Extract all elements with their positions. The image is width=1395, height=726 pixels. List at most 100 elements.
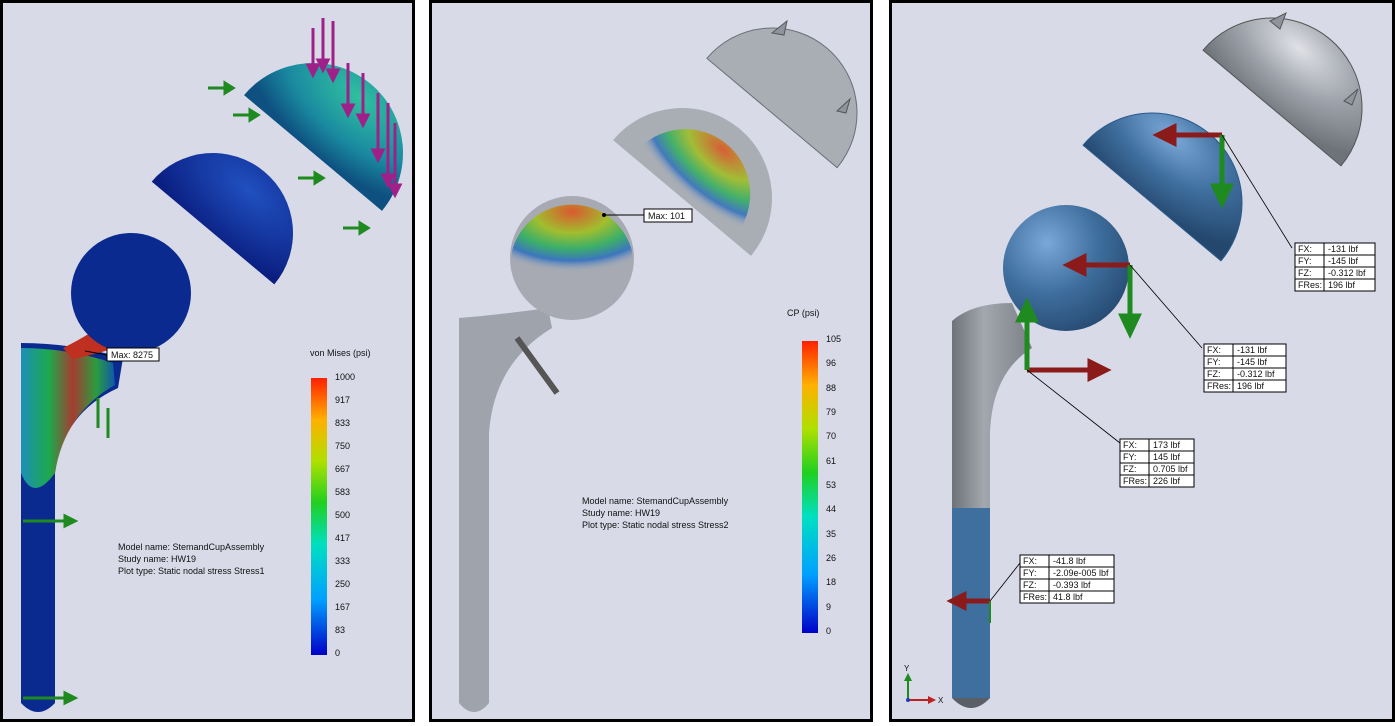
legend-tick: 35 <box>826 529 836 539</box>
cup-spikes <box>770 19 851 114</box>
force-plot-canvas: FX: -131 lbf FY: -145 lbf FZ: -0.312 lbf… <box>904 3 1392 708</box>
stress-plot-canvas: Max: 8275 Model name: StemandCupAssembly… <box>21 18 403 712</box>
force-value: 196 lbf <box>1328 280 1356 290</box>
plot-type-text: Plot type: Static nodal stress Stress1 <box>118 566 265 576</box>
legend-ticks: 105 96 88 79 70 61 53 44 35 26 18 9 0 <box>826 334 841 636</box>
force-label: FZ: <box>1298 268 1312 278</box>
x-axis-label: X <box>938 696 944 705</box>
max-pressure-text: Max: 101 <box>648 211 685 221</box>
femoral-stem-part[interactable] <box>459 308 560 712</box>
force-table-cup: FX: -131 lbf FY: -145 lbf FZ: -0.312 lbf… <box>1294 242 1376 292</box>
force-value: 226 lbf <box>1153 476 1181 486</box>
free-body-force-panel: FX: -131 lbf FY: -145 lbf FZ: -0.312 lbf… <box>889 0 1395 722</box>
force-label: FRes: <box>1023 592 1047 602</box>
model-name-text: Model name: StemandCupAssembly <box>118 542 265 552</box>
force-value: -131 lbf <box>1237 345 1268 355</box>
y-axis-label: Y <box>904 664 910 673</box>
force-value: 41.8 lbf <box>1053 592 1083 602</box>
acetabular-cup-part[interactable] <box>1202 3 1392 167</box>
force-value: 196 lbf <box>1237 381 1265 391</box>
study-name-text: Study name: HW19 <box>582 508 660 518</box>
force-arrows-red <box>946 122 1222 612</box>
plot-type-text: Plot type: Static nodal stress Stress2 <box>582 520 729 530</box>
force-value: -41.8 lbf <box>1053 556 1086 566</box>
axis-triad-icon: Y X <box>904 664 944 705</box>
legend-tick: 417 <box>335 533 350 543</box>
force-table-head: FX: 173 lbf FY: 145 lbf FZ: 0.705 lbf FR… <box>1119 438 1195 488</box>
legend-tick: 44 <box>826 504 836 514</box>
max-stress-text: Max: 8275 <box>111 350 153 360</box>
force-label: FY: <box>1023 568 1037 578</box>
leader-lines <box>989 134 1293 602</box>
legend-tick: 88 <box>826 383 836 393</box>
legend-title: CP (psi) <box>787 308 819 318</box>
femoral-stem-part[interactable] <box>21 323 123 712</box>
legend-tick: 96 <box>826 358 836 368</box>
legend-tick: 750 <box>335 441 350 451</box>
max-pressure-label <box>643 208 693 223</box>
legend-tick: 9 <box>826 602 831 612</box>
legend-tick: 83 <box>335 625 345 635</box>
legend-title: von Mises (psi) <box>310 348 371 358</box>
legend-tick: 79 <box>826 407 836 417</box>
force-label: FY: <box>1123 452 1137 462</box>
legend-tick: 26 <box>826 553 836 563</box>
force-label: FRes: <box>1207 381 1231 391</box>
legend-tick: 167 <box>335 602 350 612</box>
contact-pressure-panel: Max: 101 Model name: StemandCupAssembly … <box>429 0 873 722</box>
force-label: FY: <box>1207 357 1221 367</box>
force-value: -2.09e-005 lbf <box>1053 568 1109 578</box>
legend-tick: 833 <box>335 418 350 428</box>
legend-tick: 0 <box>826 626 831 636</box>
force-label: FX: <box>1023 556 1037 566</box>
legend-tick: 500 <box>335 510 350 520</box>
force-value: 145 lbf <box>1153 452 1181 462</box>
pressure-plot-canvas: Max: 101 Model name: StemandCupAssembly … <box>459 3 870 712</box>
legend-tick: 0 <box>335 648 340 658</box>
force-label: FY: <box>1298 256 1312 266</box>
color-legend-bar <box>311 378 327 655</box>
force-value: 0.705 lbf <box>1153 464 1188 474</box>
femoral-head-part[interactable] <box>71 233 191 353</box>
legend-tick: 583 <box>335 487 350 497</box>
force-label: FZ: <box>1123 464 1137 474</box>
force-table-liner: FX: -131 lbf FY: -145 lbf FZ: -0.312 lbf… <box>1203 343 1287 393</box>
force-value: -145 lbf <box>1237 357 1268 367</box>
legend-tick: 61 <box>826 456 836 466</box>
legend-tick: 70 <box>826 431 836 441</box>
force-value: -131 lbf <box>1328 244 1359 254</box>
liner-part[interactable] <box>613 71 809 256</box>
legend-tick: 667 <box>335 464 350 474</box>
von-mises-stress-panel: Max: 8275 Model name: StemandCupAssembly… <box>0 0 415 722</box>
fixture-arrows <box>23 80 371 706</box>
femoral-head-part[interactable] <box>1003 205 1129 331</box>
legend-tick: 105 <box>826 334 841 344</box>
legend-tick: 917 <box>335 395 350 405</box>
force-label: FRes: <box>1298 280 1322 290</box>
legend-tick: 53 <box>826 480 836 490</box>
force-value: -0.393 lbf <box>1053 580 1091 590</box>
force-label: FX: <box>1207 345 1221 355</box>
legend-tick: 18 <box>826 577 836 587</box>
force-value: 173 lbf <box>1153 440 1181 450</box>
study-name-text: Study name: HW19 <box>118 554 196 564</box>
force-label: FX: <box>1298 244 1312 254</box>
force-value: -0.312 lbf <box>1237 369 1275 379</box>
max-stress-label <box>106 347 160 362</box>
model-name-text: Model name: StemandCupAssembly <box>582 496 729 506</box>
force-value: -145 lbf <box>1328 256 1359 266</box>
legend-tick: 333 <box>335 556 350 566</box>
legend-tick: 250 <box>335 579 350 589</box>
femoral-stem-part[interactable] <box>952 303 1032 708</box>
head-pressure-vectors <box>512 204 632 273</box>
force-label: FZ: <box>1023 580 1037 590</box>
applied-load-arrows <box>305 18 403 199</box>
force-value: -0.312 lbf <box>1328 268 1366 278</box>
color-legend-bar <box>802 341 818 633</box>
force-label: FZ: <box>1207 369 1221 379</box>
liner-part[interactable] <box>151 120 326 285</box>
legend-tick: 1000 <box>335 372 355 382</box>
acetabular-cup-part[interactable] <box>706 3 870 169</box>
force-table-stem: FX: -41.8 lbf FY: -2.09e-005 lbf FZ: -0.… <box>1019 554 1115 604</box>
force-arrows-green <box>989 135 1234 623</box>
